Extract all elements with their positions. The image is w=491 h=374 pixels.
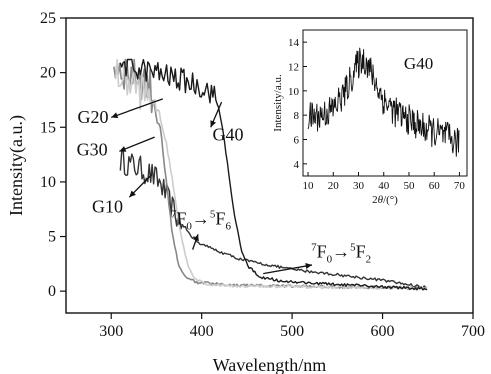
annotation-arrowhead [193, 234, 199, 242]
inset-y-tick-label: 6 [294, 135, 300, 147]
transition-from-sup: 7 [311, 241, 317, 253]
inset-xlabel-main: 2 [372, 194, 378, 206]
x-tick-label: 300 [99, 323, 123, 340]
inset-x-tick-label: 20 [328, 180, 340, 192]
annotation-arrowhead [129, 190, 136, 198]
x-tick-label: 400 [190, 323, 214, 340]
x-axis-title: Wavelength/nm [213, 355, 327, 374]
annotation-arrow-g20 [111, 98, 163, 119]
transition-from-sup: 7 [171, 209, 177, 221]
inset-x-axis-title: 2θ/(°) [372, 194, 398, 206]
inset-y-tick-label: 10 [288, 86, 300, 98]
main-plot-frame [65, 17, 474, 314]
inset-x-tick-label: 70 [454, 180, 466, 192]
series-label-g40: G40 [213, 124, 244, 144]
transition-from-main: F [317, 241, 327, 261]
inset-xlabel-theta: θ [378, 194, 384, 206]
x-tick-label: 700 [461, 323, 485, 340]
inset-y-tick-label: 4 [294, 159, 300, 171]
transition-to-main: F [215, 209, 225, 229]
x-axis-ticks: 300 400 500 600 700 [99, 313, 485, 340]
transition-label-7f0-5f6: 7F0→5F6 [171, 209, 232, 233]
annotation-arrowhead [210, 120, 217, 128]
transition-label-7f0-5f2: 7F0→5F2 [311, 241, 371, 265]
x-tick-label: 500 [280, 323, 304, 340]
y-tick-label: 0 [48, 283, 56, 300]
transition-to-sub: 6 [225, 221, 231, 233]
y-tick-label: 15 [40, 119, 56, 136]
inset-y-tick-label: 14 [288, 37, 300, 49]
inset-y-tick-label: 8 [294, 110, 300, 122]
transition-to-sub: 2 [366, 253, 372, 265]
inset-series-group [307, 47, 460, 157]
y-axis-title: Intensity(a.u.) [6, 115, 27, 216]
transition-from-sub: 0 [186, 221, 192, 233]
inset-x-tick-label: 50 [403, 180, 415, 192]
transition-to-sup: 5 [350, 241, 356, 253]
main-series-group [113, 58, 428, 291]
y-tick-label: 20 [40, 65, 56, 82]
inset-x-axis-ticks: 10 20 30 40 50 60 70 [303, 172, 466, 192]
inset-series-line-g40 [307, 47, 460, 157]
inset-x-tick-label: 10 [303, 180, 315, 192]
x-tick-label: 600 [371, 323, 395, 340]
inset-x-tick-label: 60 [429, 180, 441, 192]
annotation-arrow-g30 [119, 136, 155, 152]
y-tick-label: 10 [40, 174, 56, 191]
transition-to-sup: 5 [210, 209, 216, 221]
annotation-arrows [111, 98, 313, 275]
series-label-g30: G30 [77, 140, 108, 160]
inset-y-axis-title: Intensity/a.u. [272, 74, 284, 132]
series-label-g20: G20 [78, 107, 109, 127]
y-tick-label: 25 [40, 10, 56, 27]
transition-arrow: → [192, 209, 210, 229]
inset-x-tick-label: 30 [353, 180, 365, 192]
inset-y-tick-label: 12 [288, 62, 299, 74]
y-axis-ticks: 0 5 10 15 20 25 [40, 10, 66, 300]
inset-xrd-plot: 10 20 30 40 50 60 70 4 6 8 10 12 14 G40 2θ/(°) Inte… [263, 26, 471, 206]
inset-plot-frame [302, 29, 468, 177]
inset-xlabel-unit: /(°) [383, 194, 398, 206]
annotation-arrowhead [305, 263, 313, 270]
inset-series-label-g40: G40 [404, 54, 433, 73]
annotation-arrow-7f0-5f2 [263, 264, 313, 275]
transition-from-sub: 0 [327, 253, 333, 265]
series-label-g10: G10 [92, 196, 123, 216]
series-line-g40 [119, 58, 428, 291]
annotation-arrowhead [111, 112, 119, 119]
y-tick-label: 5 [48, 229, 56, 246]
series-line-g10 [119, 148, 428, 289]
transition-arrow: → [332, 241, 350, 261]
transition-from-main: F [176, 209, 186, 229]
inset-y-axis-ticks: 4 6 8 10 12 14 [288, 37, 307, 171]
transition-to-main: F [356, 241, 366, 261]
inset-x-tick-label: 40 [378, 180, 390, 192]
annotation-arrowhead [119, 146, 127, 152]
